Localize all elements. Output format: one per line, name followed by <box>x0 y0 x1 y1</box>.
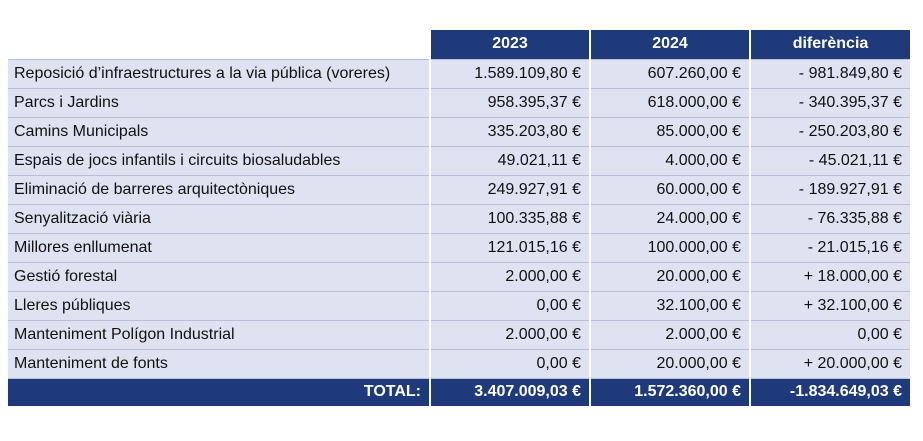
row-difference: + 20.000,00 € <box>749 348 910 379</box>
row-value-2024: 20.000,00 € <box>589 348 750 379</box>
row-difference: - 189.927,91 € <box>749 174 910 205</box>
row-label: Millores enllumenat <box>8 232 430 263</box>
row-value-2024: 32.100,00 € <box>589 290 750 321</box>
row-label: Reposició d’infraestructures a la via pú… <box>8 58 430 89</box>
row-label: Senyalització viària <box>8 203 430 234</box>
row-value-2023: 100.335,88 € <box>429 203 590 234</box>
row-value-2023: 335.203,80 € <box>429 116 590 147</box>
row-label: Camins Municipals <box>8 116 430 147</box>
total-value-2024: 1.572.360,00 € <box>589 378 750 406</box>
row-value-2024: 607.260,00 € <box>589 58 750 89</box>
row-label: Manteniment Polígon Industrial <box>8 319 430 350</box>
row-value-2023: 2.000,00 € <box>429 319 590 350</box>
row-difference: + 32.100,00 € <box>749 290 910 321</box>
table-row: Reposició d’infraestructures a la via pú… <box>8 58 910 89</box>
header-row: 2023 2024 diferència <box>8 30 910 59</box>
row-value-2024: 60.000,00 € <box>589 174 750 205</box>
row-difference: - 250.203,80 € <box>749 116 910 147</box>
row-label: Lleres públiques <box>8 290 430 321</box>
table-row: Senyalització viària 100.335,88 € 24.000… <box>8 203 910 234</box>
table-row: Lleres públiques 0,00 € 32.100,00 € + 32… <box>8 290 910 321</box>
row-value-2024: 100.000,00 € <box>589 232 750 263</box>
header-2024: 2024 <box>589 30 750 59</box>
row-value-2024: 618.000,00 € <box>589 87 750 118</box>
row-difference: + 18.000,00 € <box>749 261 910 292</box>
row-difference: 0,00 € <box>749 319 910 350</box>
row-value-2023: 121.015,16 € <box>429 232 590 263</box>
budget-comparison-table: 2023 2024 diferència Reposició d’infraes… <box>8 30 910 406</box>
row-value-2024: 20.000,00 € <box>589 261 750 292</box>
table-row: Parcs i Jardins 958.395,37 € 618.000,00 … <box>8 87 910 118</box>
total-label: TOTAL: <box>8 378 430 406</box>
row-value-2024: 2.000,00 € <box>589 319 750 350</box>
table-row: Camins Municipals 335.203,80 € 85.000,00… <box>8 116 910 147</box>
row-value-2023: 0,00 € <box>429 290 590 321</box>
row-label: Espais de jocs infantils i circuits bios… <box>8 145 430 176</box>
row-difference: - 45.021,11 € <box>749 145 910 176</box>
row-label: Gestió forestal <box>8 261 430 292</box>
row-label: Parcs i Jardins <box>8 87 430 118</box>
row-label: Manteniment de fonts <box>8 348 430 379</box>
table-row: Millores enllumenat 121.015,16 € 100.000… <box>8 232 910 263</box>
total-row: TOTAL: 3.407.009,03 € 1.572.360,00 € -1.… <box>8 378 910 406</box>
row-difference: - 981.849,80 € <box>749 58 910 89</box>
row-difference: - 340.395,37 € <box>749 87 910 118</box>
row-value-2023: 0,00 € <box>429 348 590 379</box>
row-difference: - 76.335,88 € <box>749 203 910 234</box>
row-value-2023: 958.395,37 € <box>429 87 590 118</box>
row-label: Eliminació de barreres arquitectòniques <box>8 174 430 205</box>
table-row: Eliminació de barreres arquitectòniques … <box>8 174 910 205</box>
row-value-2023: 49.021,11 € <box>429 145 590 176</box>
row-difference: - 21.015,16 € <box>749 232 910 263</box>
header-blank-cell <box>8 30 430 59</box>
total-value-2023: 3.407.009,03 € <box>429 378 590 406</box>
row-value-2023: 2.000,00 € <box>429 261 590 292</box>
table-row: Gestió forestal 2.000,00 € 20.000,00 € +… <box>8 261 910 292</box>
row-value-2024: 85.000,00 € <box>589 116 750 147</box>
row-value-2023: 1.589.109,80 € <box>429 58 590 89</box>
table-row: Manteniment de fonts 0,00 € 20.000,00 € … <box>8 348 910 379</box>
header-2023: 2023 <box>429 30 590 59</box>
row-value-2024: 24.000,00 € <box>589 203 750 234</box>
row-value-2024: 4.000,00 € <box>589 145 750 176</box>
row-value-2023: 249.927,91 € <box>429 174 590 205</box>
header-difference: diferència <box>749 30 910 59</box>
table-row: Manteniment Polígon Industrial 2.000,00 … <box>8 319 910 350</box>
table-row: Espais de jocs infantils i circuits bios… <box>8 145 910 176</box>
total-difference: -1.834.649,03 € <box>749 378 910 406</box>
